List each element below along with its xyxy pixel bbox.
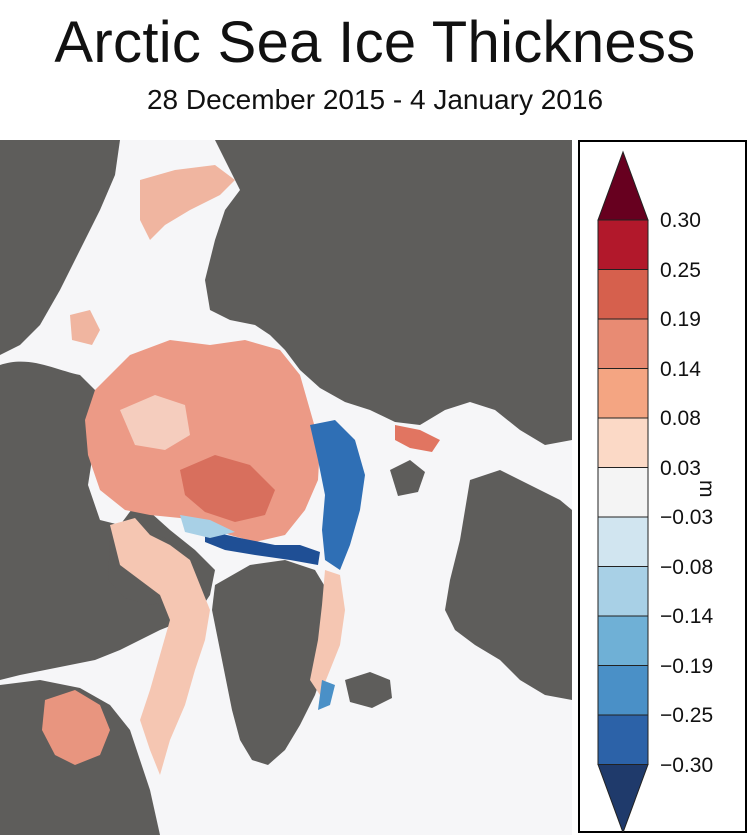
ice-archipelago-channels xyxy=(110,518,210,775)
colorbar-tick-label: −0.03 xyxy=(660,506,714,529)
colorbar-tick-label: −0.25 xyxy=(660,704,714,727)
colorbar-legend: 0.30 0.25 0.19 0.14 0.08 0.03 −0.03 −0.0… xyxy=(578,140,747,833)
colorbar-bin xyxy=(597,417,649,468)
colorbar-bin xyxy=(597,467,649,518)
colorbar-bin xyxy=(597,566,649,617)
ice-light-patch xyxy=(120,395,190,450)
colorbar-tick-label: 0.25 xyxy=(660,259,701,282)
ice-east-greenland xyxy=(310,570,345,695)
ice-hudson-bay xyxy=(42,690,110,765)
ice-east-greenland-thin xyxy=(318,680,335,710)
colorbar-over-triangle xyxy=(597,150,649,221)
ice-thinner-light xyxy=(180,515,235,538)
colorbar-tick-label: 0.08 xyxy=(660,407,701,430)
arctic-map xyxy=(0,140,572,835)
colorbar-tick-label: −0.30 xyxy=(660,754,714,777)
colorbar-bin xyxy=(597,714,649,765)
colorbar-tick-label: 0.03 xyxy=(660,457,701,480)
ice-bering-strait xyxy=(140,165,235,240)
colorbar-tick-label: 0.19 xyxy=(660,308,701,331)
colorbar-bin xyxy=(597,615,649,666)
land-iceland xyxy=(345,672,392,708)
colorbar-tick-label: −0.08 xyxy=(660,556,714,579)
colorbar-unit-label: m xyxy=(695,480,718,498)
ice-thinner-atlantic-side xyxy=(310,420,365,570)
colorbar-tick-label: −0.19 xyxy=(660,655,714,678)
colorbar-tick-label: 0.30 xyxy=(660,209,701,232)
colorbar-bin xyxy=(597,516,649,567)
colorbar-graphic xyxy=(597,150,649,832)
land-siberia xyxy=(205,140,572,445)
colorbar-bin xyxy=(597,368,649,419)
map-title: Arctic Sea Ice Thickness xyxy=(54,10,696,75)
land-svalbard xyxy=(390,460,425,496)
colorbar-bin xyxy=(597,269,649,320)
colorbar-bin xyxy=(597,665,649,716)
land-alaska xyxy=(0,140,120,355)
colorbar-tick-label: 0.14 xyxy=(660,358,701,381)
land-greenland xyxy=(212,560,332,765)
colorbar-bin xyxy=(597,219,649,270)
ice-chukchi-edge xyxy=(70,310,100,345)
colorbar-under-triangle xyxy=(597,764,649,832)
colorbar-tick-label: −0.14 xyxy=(660,605,714,628)
colorbar-bin xyxy=(597,318,649,369)
map-subtitle: 28 December 2015 - 4 January 2016 xyxy=(146,84,604,115)
arctic-map-graphic xyxy=(0,140,572,835)
ice-kara-edge xyxy=(395,425,440,452)
ice-central-thick-core xyxy=(180,455,275,522)
land-scandinavia xyxy=(445,470,572,700)
ice-thinner-band xyxy=(205,530,320,565)
